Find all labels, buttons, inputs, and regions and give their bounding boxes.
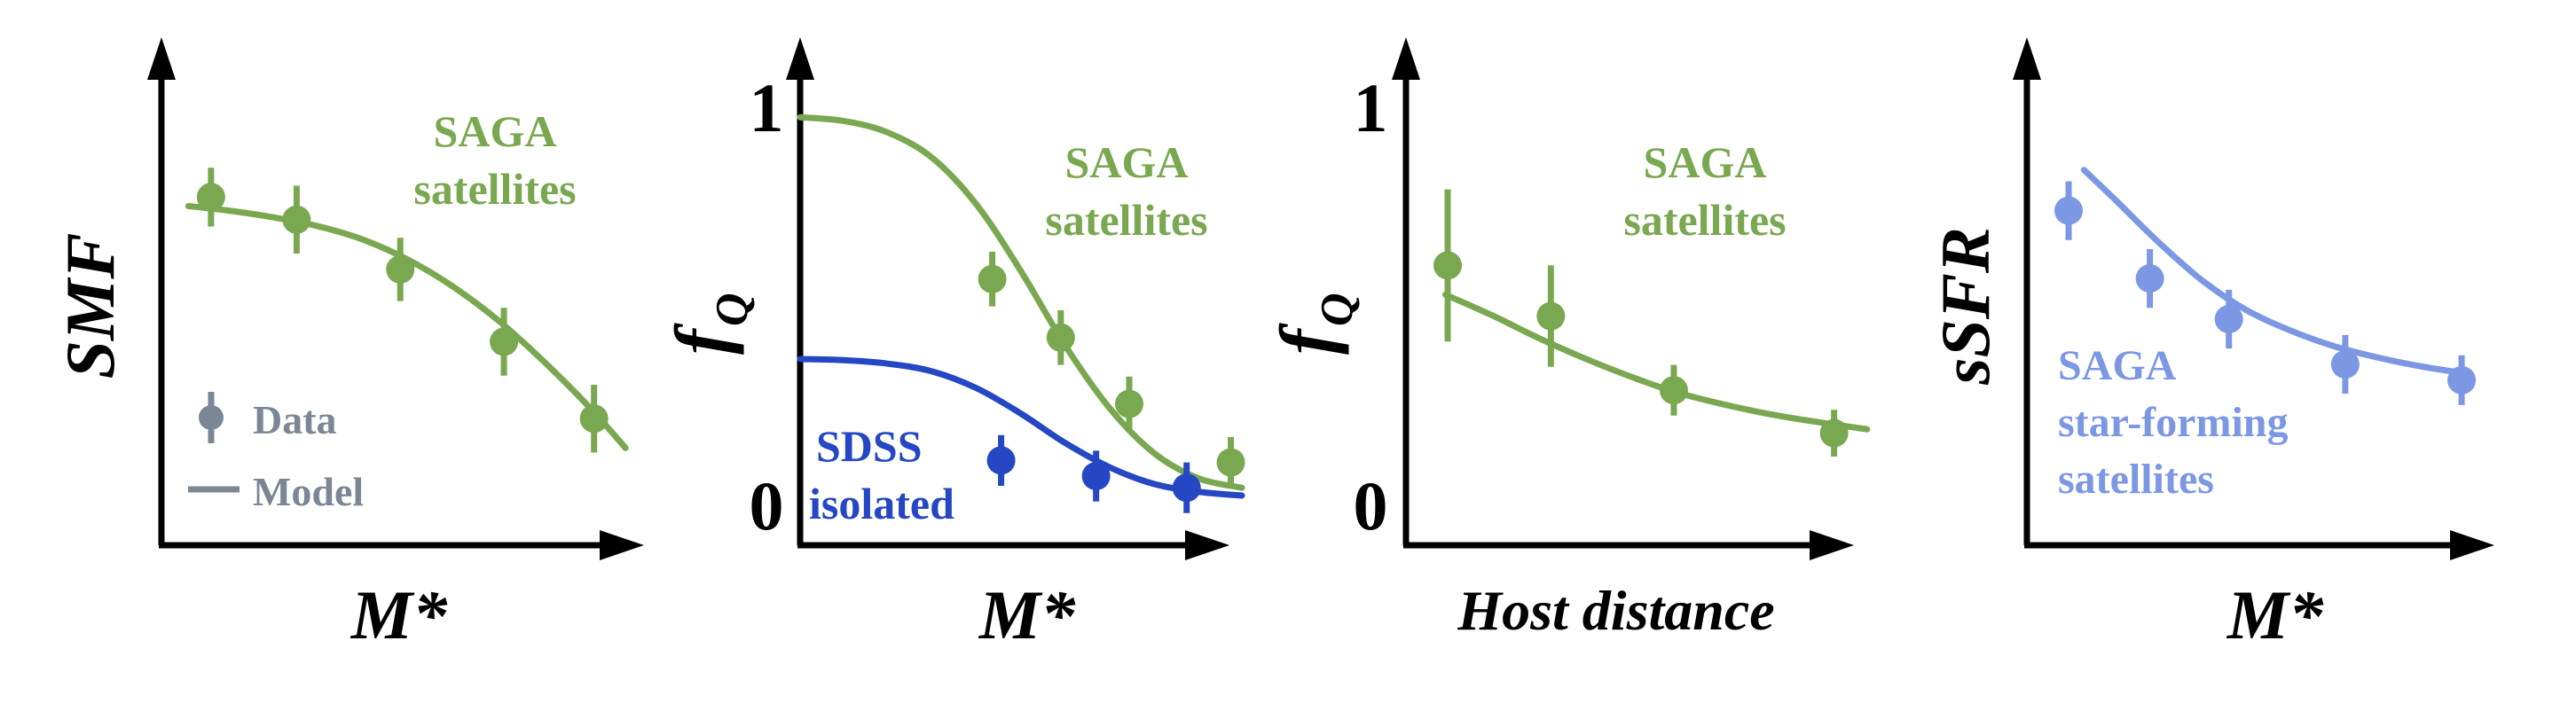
legend-data-marker bbox=[199, 405, 224, 430]
annotation-saga-line2: satellites bbox=[1623, 195, 1786, 245]
annotation-line3: satellites bbox=[2058, 456, 2214, 503]
data-point-marker bbox=[282, 205, 311, 234]
annotation-saga-line2: satellites bbox=[1045, 195, 1207, 245]
data-point-marker bbox=[2447, 365, 2477, 395]
data-point-marker bbox=[579, 404, 609, 434]
data-point-marker bbox=[978, 264, 1007, 293]
legend-model-label: Model bbox=[253, 469, 364, 514]
data-point-marker bbox=[1172, 473, 1201, 503]
x-axis-label: Host distance bbox=[1457, 579, 1774, 642]
data-point-marker bbox=[986, 446, 1016, 475]
y-axis-arrow bbox=[147, 37, 176, 80]
y-axis-arrow bbox=[1392, 37, 1420, 80]
x-axis-arrow bbox=[2450, 530, 2494, 560]
data-point-marker bbox=[490, 327, 519, 356]
data-point-marker bbox=[1081, 462, 1111, 490]
plot-area-ssfr bbox=[2054, 167, 2477, 405]
annotation-line2: star-forming bbox=[2058, 399, 2288, 446]
svg-text:Q: Q bbox=[707, 293, 758, 326]
model-curve bbox=[797, 356, 1245, 499]
data-point-marker bbox=[1659, 376, 1688, 405]
plot-area-smf bbox=[185, 168, 629, 453]
y-axis-label: f Q bbox=[1264, 293, 1363, 355]
data-point-marker bbox=[1216, 448, 1245, 477]
data-point-marker bbox=[1115, 389, 1144, 418]
data-point-marker bbox=[1536, 301, 1566, 331]
data-point-marker bbox=[386, 254, 415, 284]
svg-text:f: f bbox=[1264, 323, 1349, 355]
y-tick-label-1: 1 bbox=[750, 69, 784, 146]
x-axis-arrow bbox=[1810, 530, 1854, 560]
x-axis-arrow bbox=[600, 530, 644, 560]
annotation-sdss-line2: isolated bbox=[809, 479, 954, 528]
data-point-marker bbox=[2054, 196, 2084, 225]
plot-area-fq-distance bbox=[1433, 189, 1871, 457]
annotation-sdss-line1: SDSS bbox=[816, 421, 923, 471]
model-curve bbox=[1442, 291, 1871, 433]
data-point-marker bbox=[2135, 264, 2164, 293]
x-axis-label: M* bbox=[2226, 576, 2324, 653]
data-point-marker bbox=[196, 183, 225, 212]
y-tick-label-0: 0 bbox=[750, 467, 784, 544]
svg-text:Q: Q bbox=[1312, 293, 1363, 326]
annotation-saga-line1: SAGA bbox=[1065, 137, 1189, 187]
data-point-marker bbox=[1433, 251, 1463, 280]
annotation-saga-line1: SAGA bbox=[1644, 137, 1767, 187]
annotation-saga-line1: SAGA bbox=[434, 106, 557, 156]
legend: Data Model bbox=[188, 392, 364, 514]
panel-smf: SMF M* SAGA satellites Data Model bbox=[51, 37, 644, 653]
y-axis-label: f Q bbox=[659, 293, 758, 355]
data-point-marker bbox=[1046, 323, 1075, 352]
y-axis-arrow bbox=[2013, 37, 2041, 80]
x-axis-label: M* bbox=[978, 576, 1076, 653]
y-tick-label-0: 0 bbox=[1354, 467, 1388, 544]
y-tick-label-1: 1 bbox=[1354, 69, 1388, 146]
annotation-saga-line2: satellites bbox=[413, 164, 576, 214]
x-axis-arrow bbox=[1185, 530, 1229, 560]
annotation-line1: SAGA bbox=[2058, 342, 2177, 389]
y-axis-arrow bbox=[786, 37, 814, 80]
y-axis-label: SMF bbox=[51, 233, 129, 379]
data-point-marker bbox=[2330, 350, 2360, 379]
legend-data-label: Data bbox=[253, 397, 337, 442]
data-point-marker bbox=[2214, 305, 2243, 333]
data-point-marker bbox=[1819, 418, 1849, 448]
panel-ssfr: sSFR M* SAGA star-forming satellites bbox=[1927, 37, 2494, 653]
model-curve bbox=[797, 113, 1245, 491]
panel-fq-distance: 1 0 f Q Host distance SAGA satellites bbox=[1264, 37, 1871, 642]
plot-area-fq-mass bbox=[797, 113, 1245, 513]
panel-fq-mass: 1 0 f Q M* SAGA satellites SDSS isolated bbox=[659, 37, 1245, 653]
model-curve bbox=[2080, 167, 2470, 377]
x-axis-label: M* bbox=[349, 576, 448, 653]
svg-text:f: f bbox=[659, 323, 744, 355]
y-axis-label: sSFR bbox=[1927, 227, 2004, 386]
